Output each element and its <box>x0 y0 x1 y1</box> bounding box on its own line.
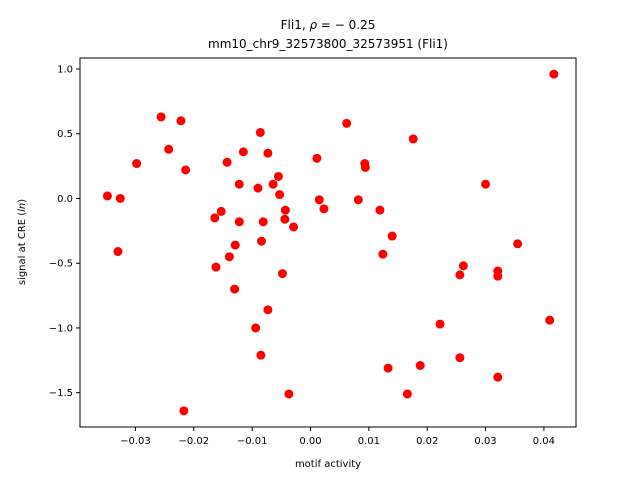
y-tick-label: −0.5 <box>49 259 73 270</box>
data-point <box>113 247 123 257</box>
data-point <box>481 179 491 189</box>
data-point <box>545 315 555 325</box>
data-point <box>115 193 125 203</box>
data-point <box>234 217 244 227</box>
data-point <box>455 353 465 363</box>
data-point <box>102 191 112 201</box>
data-point <box>263 148 273 158</box>
data-point <box>132 159 142 169</box>
data-point <box>387 231 397 241</box>
data-point <box>256 350 266 360</box>
data-point <box>378 249 388 259</box>
data-point <box>280 205 290 215</box>
data-point <box>549 69 559 79</box>
data-point <box>312 153 322 163</box>
data-point <box>253 183 263 193</box>
data-point <box>263 305 273 315</box>
x-tick-label: 0.04 <box>533 436 555 447</box>
data-point <box>273 171 283 181</box>
data-point <box>360 162 370 172</box>
data-point <box>230 240 240 250</box>
y-tick-label: −1.5 <box>49 388 73 399</box>
x-tick-label: 0.03 <box>474 436 496 447</box>
data-point <box>289 222 299 232</box>
data-point <box>435 319 445 329</box>
x-tick-label: −0.03 <box>120 436 151 447</box>
data-point <box>234 179 244 189</box>
data-point <box>415 361 425 370</box>
chart-title-line1: Fli1, ρ = − 0.25 <box>281 18 376 32</box>
data-point <box>319 204 329 214</box>
data-point <box>353 195 363 205</box>
data-point <box>275 190 285 200</box>
data-point <box>342 118 352 128</box>
data-point <box>179 406 189 416</box>
y-tick-label: 0.0 <box>57 194 73 205</box>
data-points <box>102 69 559 416</box>
title-rho-symbol: ρ <box>309 18 317 32</box>
data-point <box>458 261 468 271</box>
data-point <box>181 165 191 175</box>
x-tick-label: −0.02 <box>178 436 209 447</box>
data-point <box>258 217 268 227</box>
y-tick-label: 0.5 <box>57 129 73 140</box>
plot-frame <box>79 57 577 428</box>
y-axis-ticks: −1.5 −1.0 −0.5 0.0 0.5 1.0 <box>49 65 80 399</box>
data-point <box>211 262 221 272</box>
x-tick-label: −0.01 <box>237 436 268 447</box>
data-point <box>284 389 294 399</box>
y-axis-label: signal at CRE (ln) <box>17 199 28 285</box>
data-point <box>230 284 240 294</box>
data-point <box>251 323 261 333</box>
data-point <box>164 144 174 154</box>
y-tick-label: −1.0 <box>49 323 73 334</box>
data-point <box>156 112 166 122</box>
data-point <box>224 252 234 262</box>
y-tick-label: 1.0 <box>57 65 73 76</box>
data-point <box>238 147 248 157</box>
data-point <box>222 157 232 167</box>
data-point <box>513 239 523 249</box>
x-tick-label: 0.00 <box>299 436 321 447</box>
data-point <box>493 271 503 281</box>
data-point <box>268 179 278 189</box>
data-point <box>210 213 220 223</box>
data-point <box>408 134 418 144</box>
data-point <box>455 270 465 280</box>
data-point <box>402 389 412 399</box>
data-point <box>493 372 503 382</box>
data-point <box>256 236 266 246</box>
chart-title-line2: mm10_chr9_32573800_32573951 (Fli1) <box>208 37 448 51</box>
x-axis-ticks: −0.03 −0.02 −0.01 0.00 0.01 0.02 0.03 0.04 <box>120 427 555 447</box>
x-tick-label: 0.01 <box>358 436 380 447</box>
x-axis-label: motif activity <box>295 459 361 470</box>
data-point <box>277 269 287 279</box>
data-point <box>216 206 226 216</box>
data-point <box>255 127 265 137</box>
x-tick-label: 0.02 <box>416 436 438 447</box>
y-axis-label-math: ln <box>17 203 28 212</box>
data-point <box>375 205 385 215</box>
data-point <box>176 116 186 126</box>
data-point <box>280 214 290 224</box>
data-point <box>383 363 393 373</box>
data-point <box>314 195 324 205</box>
